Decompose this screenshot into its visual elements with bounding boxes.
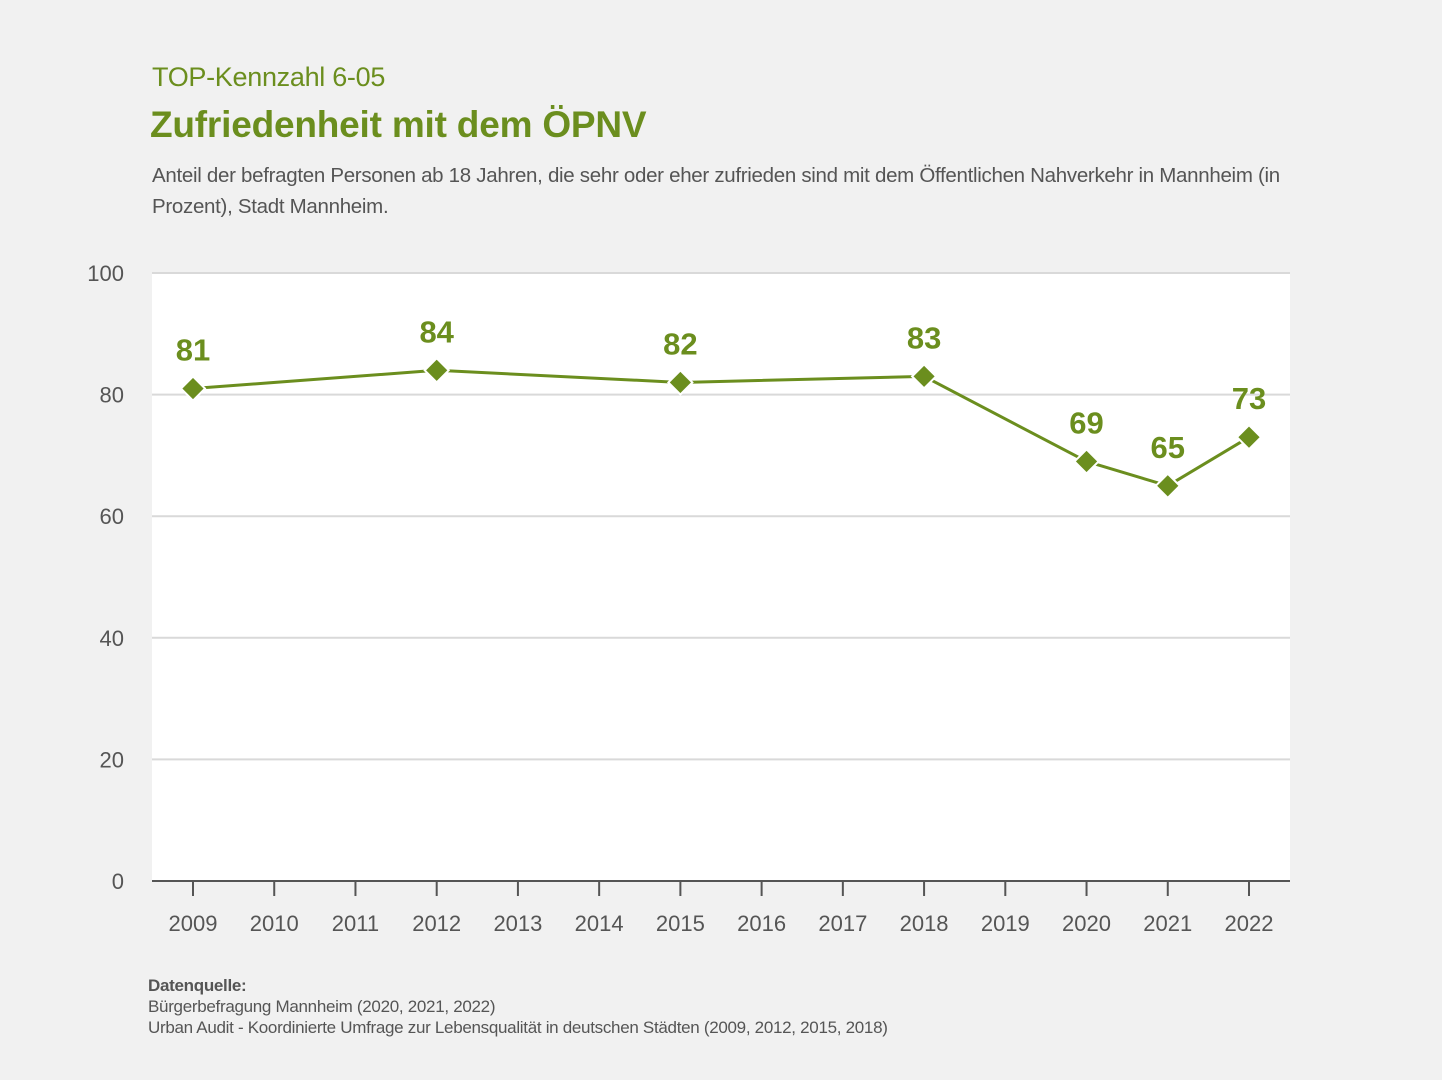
x-tick-label: 2019 <box>981 911 1030 936</box>
x-tick-label: 2011 <box>332 911 379 936</box>
x-tick-label: 2009 <box>169 911 218 936</box>
x-tick-label: 2012 <box>412 911 461 936</box>
data-point-marker <box>179 375 207 402</box>
data-point-marker <box>1235 423 1263 451</box>
x-tick-label: 2017 <box>818 911 867 936</box>
data-source-label: Datenquelle: <box>148 976 247 995</box>
data-point-marker <box>1073 448 1100 475</box>
gridlines <box>152 272 1290 761</box>
y-tick-label: 20 <box>100 747 124 772</box>
x-tick-label: 2018 <box>900 911 949 936</box>
data-point-marker <box>910 362 938 390</box>
data-source-line: Urban Audit - Koordinierte Umfrage zur L… <box>148 1018 888 1037</box>
chart-subtitle: Anteil der befragten Personen ab 18 Jahr… <box>152 164 1280 218</box>
data-label: 82 <box>663 326 697 361</box>
x-tick-label: 2013 <box>493 911 542 936</box>
data-label: 84 <box>419 314 454 349</box>
y-axis-ticks: 0 20 40 60 80 100 <box>87 261 124 894</box>
data-label: 83 <box>907 320 941 355</box>
data-point-marker <box>1154 472 1182 500</box>
chart-title: Zufriedenheit mit dem ÖPNV <box>150 104 647 145</box>
data-point-marker <box>423 356 451 384</box>
x-tick-label: 2010 <box>250 911 299 936</box>
x-tick-label: 2022 <box>1225 911 1274 936</box>
data-series: 81 84 82 83 69 65 73 <box>176 314 1266 500</box>
x-axis: 2009 2010 2011 2012 2013 2014 2015 2016 2017 2018… <box>152 880 1290 936</box>
data-source-line: Bürgerbefragung Mannheim (2020, 2021, 20… <box>148 997 496 1016</box>
y-tick-label: 80 <box>100 383 124 408</box>
y-tick-label: 40 <box>100 626 124 651</box>
x-tick-label: 2015 <box>656 911 705 936</box>
y-tick-label: 0 <box>112 869 124 894</box>
data-source: Datenquelle: Bürgerbefragung Mannheim (2… <box>148 975 888 1038</box>
data-label: 69 <box>1069 405 1103 440</box>
indicator-kicker: TOP-Kennzahl 6-05 <box>152 62 386 92</box>
x-tick-label: 2014 <box>575 911 624 936</box>
y-tick-label: 100 <box>87 261 124 286</box>
data-label: 81 <box>176 333 210 368</box>
y-tick-label: 60 <box>100 504 124 529</box>
data-label: 73 <box>1232 381 1266 416</box>
plot-background <box>152 273 1290 881</box>
x-tick-label: 2020 <box>1062 911 1111 936</box>
data-point-marker <box>666 369 694 396</box>
x-tick-label: 2016 <box>737 911 786 936</box>
data-label: 65 <box>1151 430 1185 465</box>
x-tick-label: 2021 <box>1143 911 1192 936</box>
